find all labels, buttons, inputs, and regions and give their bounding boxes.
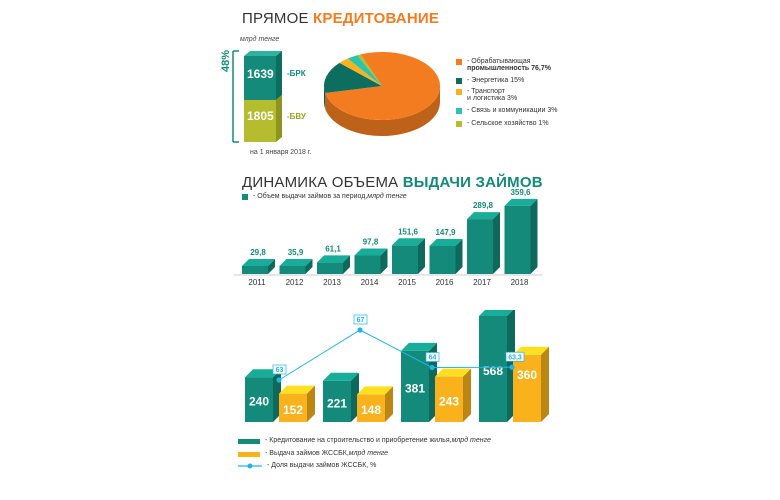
- share-label-1: 67: [357, 317, 365, 324]
- pie-legend-3-l1: - Связь и коммуникации 3%: [467, 107, 558, 114]
- line-marker-icon: [238, 463, 262, 469]
- share-point-1: [357, 327, 363, 333]
- share-line: [278, 329, 513, 381]
- bar-label-2011: 29,8: [250, 248, 266, 257]
- share-label-2: 64: [429, 355, 437, 362]
- stack-label-2: -БВУ: [287, 112, 306, 121]
- bar-label-2016: 147,9: [435, 228, 456, 237]
- pie-slice-0: [325, 52, 440, 120]
- section2-legend-unit: млрд тенге: [367, 193, 407, 200]
- x-tick-2011: 2011: [248, 278, 266, 287]
- x-tick-2014: 2014: [361, 278, 379, 287]
- bar-label-2014: 97,8: [363, 237, 379, 246]
- stack-unit: млрд тенге: [240, 36, 280, 43]
- pie-legend-0: - Обрабатывающая промышленность 76,7%: [456, 58, 551, 72]
- x-tick-2018: 2018: [511, 278, 529, 287]
- x-tick-2016: 2016: [436, 278, 454, 287]
- housing-bar-3: [479, 310, 515, 422]
- pie-legend-2-l1: - Транспорт: [467, 88, 505, 95]
- stack-label-1: -БРК: [287, 69, 306, 78]
- stack-value-2: 1805: [247, 109, 274, 123]
- share-point-2: [429, 364, 435, 371]
- pie-slice-1: [324, 62, 382, 93]
- section2-title-light: ДИНАМИКА ОБЪЕМА: [242, 174, 403, 191]
- pie-side-0: [325, 86, 440, 136]
- zhssbk-bar-1: [357, 386, 393, 422]
- loans-bar-chart: 29,8 2011 35,9 2012 61,1 2013 97,8 2014 151,6 201…: [234, 188, 542, 287]
- combo-legend-1-text: - Выдача займов ЖССБК,: [265, 450, 349, 457]
- zhssbk-label-1: 148: [361, 403, 381, 417]
- x-tick-2012: 2012: [286, 278, 304, 287]
- zhssbk-bar-0: [279, 385, 315, 422]
- bar-label-2012: 35,9: [288, 248, 304, 257]
- section2-legend-text: - Объем выдачи займов за период,: [253, 193, 368, 200]
- housing-combo-chart: 240 152 221 148 381 243 568 360 63 67 64 63,3: [245, 310, 549, 422]
- pie-legend-0-l1: - Обрабатывающая: [467, 58, 531, 65]
- bar-label-2013: 61,1: [325, 244, 341, 253]
- combo-legend-2-text: - Доля выдачи займов ЖССБК, %: [267, 462, 377, 469]
- share-point-0: [276, 377, 282, 383]
- stack-value-1: 1639: [247, 67, 274, 81]
- x-tick-2017: 2017: [473, 278, 491, 287]
- section1-title-light: ПРЯМОЕ: [242, 10, 314, 27]
- pie-slice-2: [339, 58, 382, 86]
- stack-bar: [232, 50, 282, 143]
- pie-chart: [324, 52, 440, 136]
- share-label-0: 63: [276, 367, 284, 374]
- bar-label-2015: 151,6: [398, 227, 419, 236]
- pie-legend-3: - Связь и коммуникации 3%: [456, 107, 557, 114]
- x-tick-2013: 2013: [323, 278, 341, 287]
- zhssbk-label-0: 152: [283, 403, 303, 417]
- bar-label-2017: 289,8: [473, 201, 494, 210]
- pie-legend-2: - Транспорт и логистика 3%: [456, 88, 517, 102]
- share-label-box-1: [353, 314, 368, 325]
- bar-2011: [242, 259, 275, 274]
- zhssbk-label-3: 360: [517, 368, 537, 382]
- bar-2015: [392, 238, 425, 274]
- section1-title: ПРЯМОЕ КРЕДИТОВАНИЕ: [242, 10, 439, 27]
- housing-label-3: 568: [483, 364, 503, 378]
- bar-2018: [504, 198, 538, 274]
- pie-legend-4-l1: - Сельское хозяйство 1%: [467, 120, 549, 127]
- share-label-box-2: [425, 352, 440, 362]
- section2-title: ДИНАМИКА ОБЪЕМА ВЫДАЧИ ЗАЙМОВ: [242, 174, 543, 191]
- combo-legend-1: - Выдача займов ЖССБК, млрд тенге: [238, 450, 388, 457]
- zhssbk-bar-2: [435, 368, 471, 422]
- pie-legend-2-l2: и логистика 3%: [467, 95, 518, 102]
- x-tick-2015: 2015: [398, 278, 416, 287]
- combo-legend-1-unit: млрд тенге: [348, 450, 389, 457]
- share-label-box-3: [505, 351, 525, 362]
- housing-label-1: 221: [327, 396, 347, 410]
- stack-segment-brk: [244, 56, 276, 100]
- share-point-3: [509, 364, 515, 370]
- pie-legend-4: - Сельское хозяйство 1%: [456, 120, 549, 127]
- pie-legend-1-l1: - Энергетика 15%: [467, 77, 525, 84]
- bar-2013: [317, 255, 350, 274]
- combo-legend-0: - Кредитование на строительство и приобр…: [238, 437, 491, 444]
- pie-slice-4: [357, 54, 382, 86]
- bar-label-2018: 359,6: [510, 188, 531, 197]
- pie-legend-0-l2: промышленность 76,7%: [467, 65, 551, 72]
- combo-legend-0-unit: млрд тенге: [451, 437, 491, 444]
- share-label-box-0: [272, 364, 287, 375]
- bar-2014: [354, 248, 388, 274]
- zhssbk-label-2: 243: [439, 394, 459, 408]
- pie-legend-1: - Энергетика 15%: [456, 77, 524, 84]
- bar-2012: [279, 259, 313, 274]
- housing-bar-0: [245, 369, 281, 422]
- section1-title-bold: КРЕДИТОВАНИЕ: [313, 10, 440, 27]
- pie-side-1: [324, 86, 326, 109]
- housing-label-0: 240: [249, 395, 269, 409]
- share-label-3: 63,3: [508, 354, 522, 361]
- section2-title-bold: ВЫДАЧИ ЗАЙМОВ: [402, 174, 543, 191]
- combo-legend-0-text: - Кредитование на строительство и приобр…: [265, 437, 452, 444]
- pie-slice-3: [347, 55, 382, 86]
- bar-2017: [467, 212, 500, 274]
- combo-legend-2: - Доля выдачи займов ЖССБК, %: [238, 462, 376, 470]
- section2-legend: - Объем выдачи займов за период, млрд те…: [242, 193, 407, 200]
- bar-2016: [429, 238, 463, 274]
- stack-segment-bvu: [244, 100, 276, 142]
- housing-label-2: 381: [405, 381, 425, 395]
- date-note: на 1 января 2018 г.: [250, 149, 312, 156]
